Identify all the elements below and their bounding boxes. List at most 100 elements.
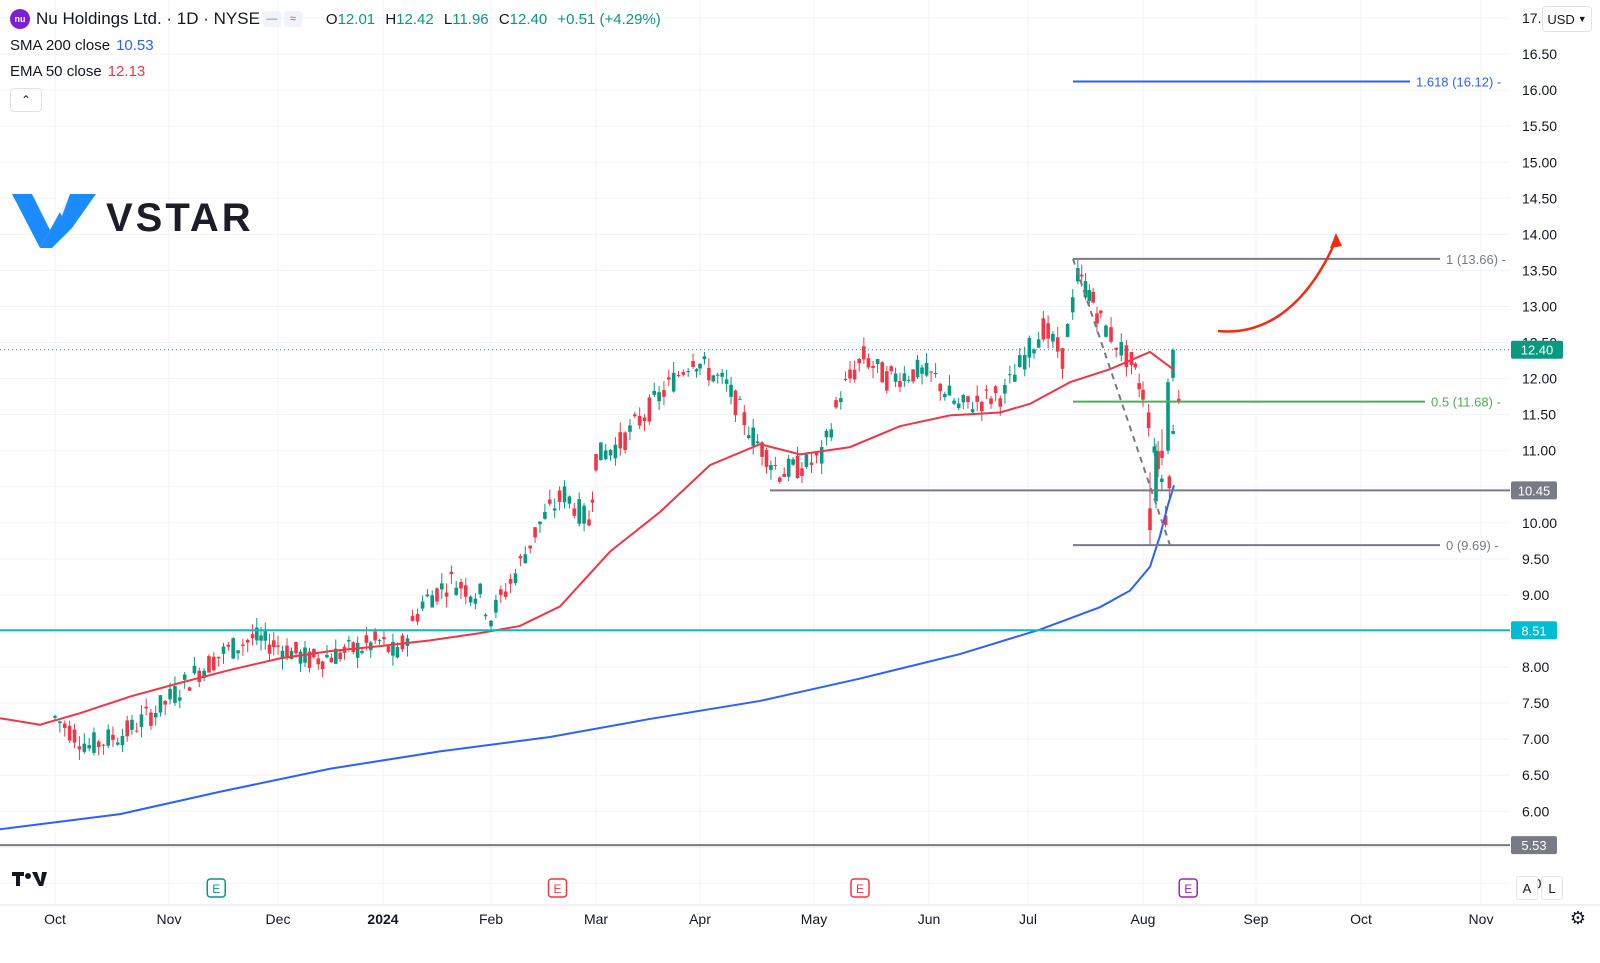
gear-icon[interactable]: ⚙ [1569, 908, 1586, 928]
candle-body [791, 459, 795, 465]
candle-body [173, 686, 177, 703]
candle-body [1027, 338, 1032, 358]
candle-body [307, 651, 312, 668]
candle-body [1146, 412, 1151, 429]
candle-body [724, 379, 729, 384]
wave-icon[interactable]: ≈ [283, 11, 302, 27]
candle-body [662, 390, 666, 397]
candle-body [316, 658, 321, 665]
candle-body [698, 363, 702, 369]
candle-body [642, 417, 647, 421]
minus-icon[interactable]: — [262, 11, 281, 27]
y-tick-label: 8.00 [1522, 659, 1549, 675]
candle-body [975, 395, 979, 402]
candle-body [134, 730, 139, 732]
candle-body [880, 362, 885, 383]
candle-body [733, 390, 738, 416]
candle-body [533, 527, 537, 538]
price-tag [1511, 836, 1557, 855]
candle-body [782, 473, 787, 477]
candle-body [814, 452, 819, 456]
candle-body [952, 400, 956, 404]
candle-body [1160, 478, 1164, 482]
candle-body [400, 635, 405, 650]
candle-body [667, 377, 671, 380]
candle-body [862, 346, 866, 360]
indicator-sma[interactable]: SMA 200 close 10.53 [10, 36, 154, 54]
candle-body [1148, 508, 1152, 531]
candle-body [153, 712, 158, 718]
x-tick-label: Nov [157, 911, 182, 927]
vstar-watermark: VSTAR [12, 186, 254, 250]
tradingview-logo-icon[interactable] [12, 868, 48, 896]
x-tick-label: Oct [44, 911, 66, 927]
candle-body [1104, 325, 1108, 337]
candle-body [444, 592, 449, 597]
earnings-marker-label: E [553, 882, 561, 896]
candle-body [513, 573, 518, 584]
candle-body [67, 725, 72, 741]
candle-body [599, 442, 603, 461]
candle-body [889, 366, 894, 372]
candle-body [333, 648, 338, 664]
candle-body [473, 598, 478, 604]
candle-body [226, 644, 231, 647]
candle-body [543, 511, 547, 519]
candle-body [618, 432, 623, 449]
candle-body [382, 637, 386, 640]
candle-body [158, 695, 163, 713]
candle-body [720, 372, 724, 377]
auto-scale-button[interactable]: A [1516, 876, 1538, 900]
candle-body [197, 670, 202, 682]
candle-body [241, 644, 245, 647]
candle-body [483, 614, 488, 617]
chart-title[interactable]: Nu Holdings Ltd. · 1D · NYSE [36, 9, 260, 28]
candle-body [567, 496, 572, 504]
candle-body [468, 596, 473, 603]
candle-body [236, 650, 240, 654]
log-scale-button[interactable]: L [1541, 876, 1563, 900]
candle-body [202, 670, 206, 679]
indicator-ema[interactable]: EMA 50 close 12.13 [10, 62, 146, 80]
fib-level-label: 0.5 (11.68) - [1431, 395, 1501, 410]
candle-body [1152, 446, 1157, 453]
candle-body [738, 398, 742, 400]
x-tick-label: Sep [1244, 911, 1269, 927]
candle-body [694, 369, 699, 372]
candle-body [809, 462, 814, 465]
candle-body [360, 650, 364, 653]
candle-body [1166, 382, 1170, 451]
currency-select[interactable]: USD ▼ [1542, 6, 1592, 32]
candle-body [893, 373, 898, 382]
candle-body [572, 508, 577, 516]
y-tick-label: 10.00 [1522, 515, 1557, 531]
candle-body [608, 449, 613, 456]
candle-body [938, 383, 943, 392]
candle-body [329, 657, 334, 663]
candle-body [970, 409, 975, 413]
candle-body [848, 369, 852, 379]
candle-body [1167, 476, 1172, 489]
candle-body [751, 427, 755, 446]
candle-body [111, 734, 115, 740]
collapse-legend-button[interactable]: ⌃ [10, 88, 42, 112]
candle-body [824, 430, 829, 438]
symbol-logo-icon: nu [10, 9, 30, 29]
candle-body [961, 394, 966, 403]
candle-body [503, 591, 508, 597]
candle-body [691, 360, 695, 367]
candle-body [947, 385, 952, 396]
candle-body [885, 371, 889, 391]
ema50-line [0, 350, 1175, 726]
candle-body [347, 639, 351, 642]
candle-body [120, 735, 125, 746]
fib-level-label: 0 (9.69) - [1446, 538, 1499, 553]
earnings-marker-label: E [1184, 882, 1192, 896]
candle-body [518, 556, 523, 559]
candle-body [250, 634, 255, 639]
y-tick-label: 9.00 [1522, 587, 1549, 603]
y-tick-label: 14.00 [1522, 226, 1557, 242]
y-tick-label: 11.00 [1522, 443, 1556, 459]
x-tick-label: Feb [479, 911, 503, 927]
